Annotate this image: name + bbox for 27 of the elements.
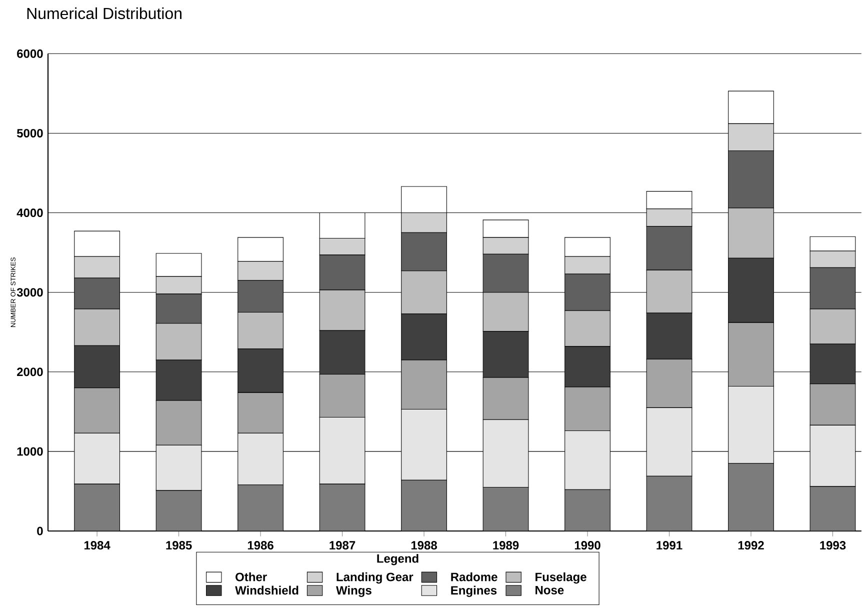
y-tick-label: 4000: [16, 208, 43, 218]
x-tick-label: 1993: [820, 541, 846, 550]
y-tick-label: 5000: [16, 128, 43, 138]
chart-title: Numerical Distribution: [27, 7, 182, 20]
legend-label: Fuselage: [536, 572, 586, 584]
x-tick-label: 1989: [493, 541, 519, 550]
legend-label: Radome: [451, 572, 498, 582]
y-tick-label: 1000: [17, 447, 43, 456]
legend-label: Engines: [451, 586, 497, 598]
legend-title: Legend: [377, 554, 418, 566]
y-tick-label: 3000: [16, 288, 43, 297]
legend-label: Windshield: [235, 586, 298, 595]
x-tick-label: 1985: [166, 541, 192, 550]
x-tick-label: 1987: [330, 541, 356, 550]
x-tick-label: 1986: [248, 541, 274, 550]
x-tick-label: 1990: [574, 541, 600, 550]
legend-label: Nose: [536, 586, 564, 594]
legend-label: Other: [236, 572, 267, 582]
x-tick-label: 1991: [656, 541, 682, 550]
x-tick-label: 1984: [84, 541, 110, 550]
y-tick-label: 2000: [17, 368, 43, 376]
legend-label: Wings: [336, 586, 372, 598]
legend-label: Landing Gear: [336, 572, 414, 584]
x-tick-label: 1992: [738, 541, 764, 550]
x-tick-label: 1988: [411, 541, 438, 550]
y-tick-label: 0: [37, 526, 43, 536]
y-tick-label: 6000: [17, 49, 43, 58]
